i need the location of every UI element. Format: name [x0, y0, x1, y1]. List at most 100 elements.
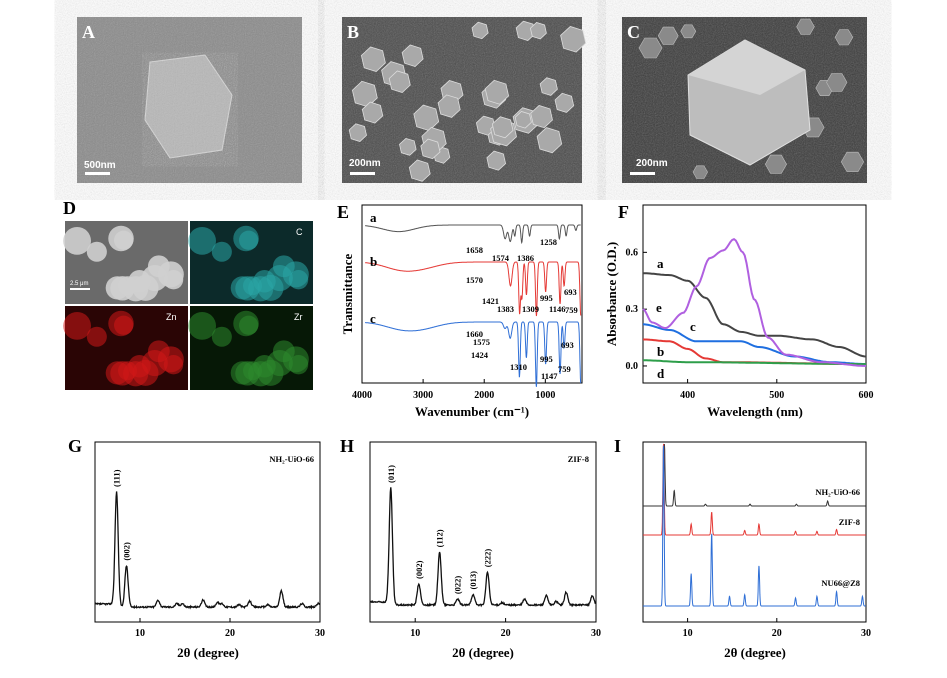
hkl-label: (013) — [468, 571, 478, 590]
scale-bar-b: 200nm — [349, 158, 381, 169]
e-peak-annotation: 1310 — [510, 362, 527, 372]
crystal-particle — [408, 159, 431, 182]
crystal-particle — [826, 73, 848, 92]
panel-label-e: E — [337, 202, 349, 222]
hkl-label: (011) — [386, 465, 396, 483]
particle-mark — [282, 261, 309, 288]
crystal-particle — [484, 79, 510, 105]
x-tick-label: 400 — [680, 390, 695, 401]
e-peak-annotation: 693 — [564, 287, 577, 297]
hkl-label: (022) — [453, 576, 463, 595]
sem-image-b: B 200nm — [342, 17, 587, 183]
i-plot-frame — [642, 441, 867, 623]
particle-mark — [63, 226, 92, 255]
x-tick-label: 10 — [683, 628, 693, 639]
e-y-axis-label: Transmittance — [340, 253, 355, 334]
f-series-d — [643, 359, 866, 366]
crystal-particle — [764, 154, 787, 174]
crystal-particle — [360, 46, 386, 72]
hkl-label: (222) — [483, 549, 493, 568]
e-peak-annotation: 1386 — [517, 253, 534, 263]
e-peak-annotation: 1574 — [492, 253, 510, 263]
xrd-pattern-G — [94, 491, 321, 610]
x-tick-label: 10 — [135, 628, 145, 639]
g-x-axis-label: 2θ (degree) — [177, 645, 239, 660]
particle-mark — [248, 276, 274, 302]
sem-image-d: 2.5 μm — [63, 221, 188, 304]
particle-mark — [211, 326, 232, 347]
e-peak-annotation: 1147 — [541, 371, 558, 381]
f-curve-label: e — [656, 300, 662, 315]
e-peak-annotation: 1570 — [466, 275, 483, 285]
hkl-label: (002) — [122, 542, 132, 561]
e-peak-annotation: 1424 — [471, 350, 489, 360]
panel-label-d: D — [63, 198, 76, 218]
crystal-particle — [840, 151, 865, 172]
x-tick-label: 2000 — [474, 390, 494, 401]
panel-label-c: C — [627, 22, 640, 42]
f-series-b — [642, 338, 866, 366]
crystal-particle — [471, 21, 489, 40]
particle-mark — [63, 311, 92, 340]
crystal-particle — [420, 138, 441, 160]
e-series-a — [365, 224, 581, 245]
crystal-particle — [560, 26, 587, 53]
x-tick-label: 30 — [315, 628, 325, 639]
i-series-label: ZIF-8 — [839, 517, 860, 527]
e-x-axis-label: Wavenumber (cm⁻¹) — [415, 404, 529, 419]
crystal-particle — [514, 111, 532, 129]
e-peak-annotation: 1575 — [473, 337, 490, 347]
e-peak-annotation: 1421 — [482, 296, 499, 306]
x-tick-label: 1000 — [535, 390, 555, 401]
particle-mark — [188, 311, 217, 340]
x-tick-label: 30 — [861, 628, 871, 639]
f-y-axis-label: Absorbance (O.D.) — [604, 242, 619, 346]
particle-mark — [86, 241, 107, 262]
y-tick-label: 0.0 — [626, 361, 639, 372]
xrd-plot-frame-3 — [369, 441, 597, 623]
eds-label-zr: Zr — [294, 312, 303, 322]
crystal-particle — [530, 105, 553, 129]
hkl-label: (111) — [112, 469, 122, 487]
panel-label-a: A — [82, 22, 95, 42]
crystal-particle — [536, 127, 563, 154]
x-tick-label: 30 — [591, 628, 601, 639]
e-peak-annotation: 995 — [540, 293, 553, 303]
particle-mark — [157, 261, 184, 288]
sem-image-c: C 200nm — [622, 17, 867, 183]
e-peak-annotation: 1660 — [466, 329, 483, 339]
f-curve-label: c — [690, 319, 696, 334]
crystal-particle — [401, 44, 424, 67]
i-series-label: NU66@Z8 — [821, 578, 860, 588]
h-x-axis-label: 2θ (degree) — [452, 645, 514, 660]
i-series-label: NH₂-UiO-66 — [815, 487, 860, 497]
e-peak-annotation: 759 — [565, 305, 578, 315]
panel-label-b: B — [347, 22, 359, 42]
x-tick-label: 20 — [772, 628, 782, 639]
scale-bar-d: 2.5 μm — [70, 281, 88, 287]
crystal-particle — [437, 94, 461, 118]
particle-mark — [114, 315, 134, 335]
panel-label-h: H — [340, 436, 354, 456]
e-curve-label: c — [370, 311, 376, 326]
crystal-particle — [388, 70, 411, 93]
particle-mark — [239, 230, 259, 250]
i-x-axis-label: 2θ (degree) — [724, 645, 786, 660]
panel-label-g: G — [68, 436, 82, 456]
particle-mark — [114, 230, 134, 250]
f-series-e — [642, 237, 867, 367]
e-series-b — [365, 261, 582, 317]
x-tick-label: 500 — [769, 390, 784, 401]
x-tick-label: 10 — [410, 628, 420, 639]
eds-label-c: C — [296, 227, 303, 237]
crystal-particle — [657, 26, 679, 45]
particle-mark — [123, 276, 149, 302]
x-tick-label: 20 — [501, 628, 511, 639]
i-series-0 — [643, 443, 866, 507]
crystal-particle — [692, 165, 708, 179]
particle-mark — [188, 226, 217, 255]
crystal-particle — [348, 123, 367, 142]
e-peak-annotation: 1146 — [549, 304, 566, 314]
xrd-pattern-H — [369, 487, 597, 608]
e-plot-frame — [361, 204, 583, 384]
